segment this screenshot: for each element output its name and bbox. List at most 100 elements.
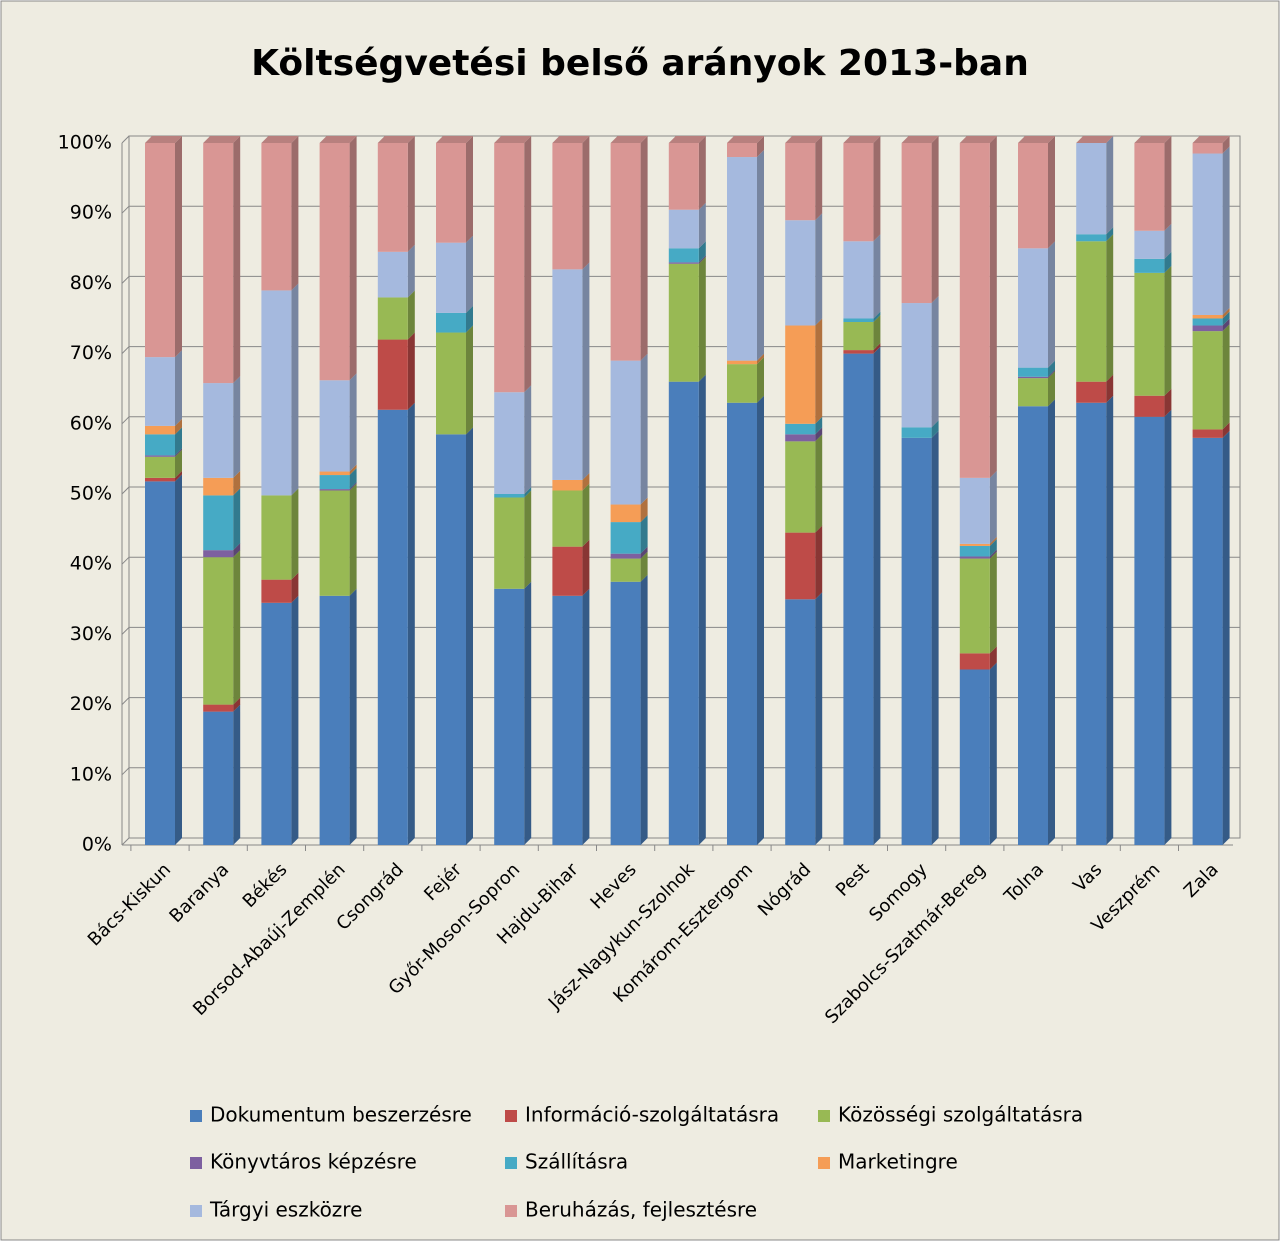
bar-segment (436, 312, 466, 333)
bar-side (640, 574, 648, 845)
bar-top (727, 136, 764, 143)
legend-label: Könyvtáros képzésre (210, 1150, 417, 1174)
bar-segment (959, 653, 990, 670)
bar-side (349, 588, 357, 845)
bar-side (466, 305, 473, 333)
bar-segment (377, 297, 408, 340)
bar-side (349, 483, 357, 596)
bar-side (407, 290, 415, 340)
bar-top (145, 136, 182, 143)
bar-top (843, 136, 881, 143)
bar-top (494, 136, 532, 143)
bar-segment (1134, 395, 1165, 417)
bar-side (407, 332, 415, 410)
bar-segment (785, 532, 816, 600)
bar-side (698, 374, 706, 845)
y-tick-label: 0% (82, 834, 112, 856)
bar-side (291, 136, 299, 291)
bar-side (524, 581, 532, 845)
bar-segment (377, 143, 408, 252)
bar-side (175, 474, 182, 845)
bar-side (698, 202, 706, 249)
bar-side (640, 515, 648, 554)
bar-segment (727, 143, 757, 158)
bar-side (1164, 388, 1172, 417)
bar-side (1164, 223, 1172, 259)
bar-segment (727, 157, 757, 361)
bar-segment (552, 479, 583, 491)
legend-swatch (505, 1110, 517, 1122)
bar-segment (610, 581, 641, 845)
bar-segment (727, 402, 757, 845)
bar-segment (610, 143, 641, 361)
bar-side (815, 213, 823, 326)
bar-segment (436, 143, 466, 243)
bar-side (175, 136, 182, 358)
bar-side (1222, 422, 1230, 438)
bar-side (407, 402, 415, 845)
y-tick-label: 40% (70, 553, 112, 575)
bar-segment (145, 425, 175, 435)
bar-side (349, 136, 357, 381)
bar-side (1048, 399, 1055, 845)
bar-side (1106, 374, 1114, 403)
bar-side (815, 427, 823, 442)
bar-segment (261, 290, 292, 496)
bar-side (582, 262, 590, 480)
bar-top (552, 136, 590, 143)
bar-segment (261, 602, 292, 845)
bar-segment (959, 558, 990, 654)
y-tick-label: 90% (70, 202, 112, 224)
bar-side (1222, 311, 1230, 326)
bar-segment (668, 143, 699, 210)
bar-side (989, 470, 997, 544)
bar-side (291, 488, 299, 580)
bar-segment (785, 434, 816, 442)
bar-side (1106, 136, 1114, 235)
bar-side (233, 136, 241, 384)
bar-side (757, 395, 764, 845)
bar-side (349, 482, 357, 491)
bar-segment (494, 143, 525, 393)
bar-segment (494, 497, 525, 589)
bar-side (407, 244, 415, 298)
legend-label: Közösségi szolgáltatásra (838, 1103, 1083, 1127)
y-tick-label: 30% (70, 623, 112, 645)
bar-side (175, 418, 182, 435)
bar-segment (843, 318, 874, 323)
bar-segment (959, 477, 990, 544)
bar-side (815, 525, 823, 600)
bar-segment (552, 546, 583, 596)
bar-segment (959, 669, 990, 845)
bar-segment (727, 364, 757, 403)
bar-side (757, 353, 764, 365)
bar-segment (436, 242, 466, 313)
bar-segment (377, 251, 408, 298)
bar-segment (1134, 416, 1165, 845)
y-tick-label: 100% (58, 132, 112, 154)
bar-side (233, 470, 241, 496)
bar-segment (261, 143, 292, 291)
bar-side (1048, 369, 1055, 379)
bar-side (175, 350, 182, 426)
bar-segment (901, 143, 932, 304)
bar-segment (785, 441, 816, 533)
legend-swatch (505, 1157, 517, 1169)
bar-side (175, 427, 182, 456)
bar-side (1048, 360, 1055, 377)
legend-label: Marketingre (838, 1150, 958, 1174)
bar-side (698, 136, 706, 210)
bar-side (582, 136, 590, 270)
bar-segment (901, 303, 932, 428)
bar-top (1134, 136, 1172, 143)
bar-side (175, 470, 182, 482)
bar-segment (261, 495, 292, 580)
bar-side (582, 539, 590, 596)
y-tick-label: 70% (70, 342, 112, 364)
bar-side (640, 546, 648, 559)
bar-side (291, 572, 299, 603)
bar-side (815, 318, 823, 424)
chart-title: Költségvetési belső arányok 2013-ban (251, 43, 1029, 84)
bar-segment (494, 588, 525, 845)
bar-segment (1192, 153, 1223, 315)
